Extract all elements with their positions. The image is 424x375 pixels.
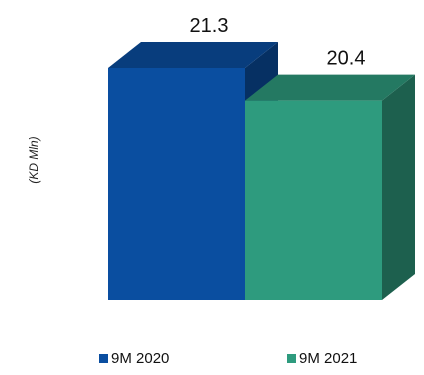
legend-item-9m-2021: 9M 2021: [287, 350, 357, 367]
legend-swatch-9m-2020: [99, 354, 108, 363]
bar-front-9m-2021: [245, 100, 382, 300]
bar-top-9m-2020: [108, 42, 278, 68]
legend: 9M 2020 9M 2021: [0, 350, 424, 370]
y-axis-label: (KD Mln): [27, 136, 41, 183]
legend-swatch-9m-2021: [287, 354, 296, 363]
bar-front-9m-2020: [108, 68, 245, 300]
bar-side-9m-2021: [382, 74, 415, 300]
bars-group: 21.3 20.4: [108, 15, 415, 300]
data-label-9m-2021: 20.4: [327, 48, 366, 70]
legend-label-9m-2021: 9M 2021: [299, 350, 358, 367]
data-label-9m-2020: 21.3: [190, 15, 229, 37]
legend-label-9m-2020: 9M 2020: [111, 350, 170, 367]
bar-top-9m-2021: [245, 74, 415, 101]
bar-9m-2021: [245, 74, 415, 300]
legend-item-9m-2020: 9M 2020: [99, 350, 169, 367]
